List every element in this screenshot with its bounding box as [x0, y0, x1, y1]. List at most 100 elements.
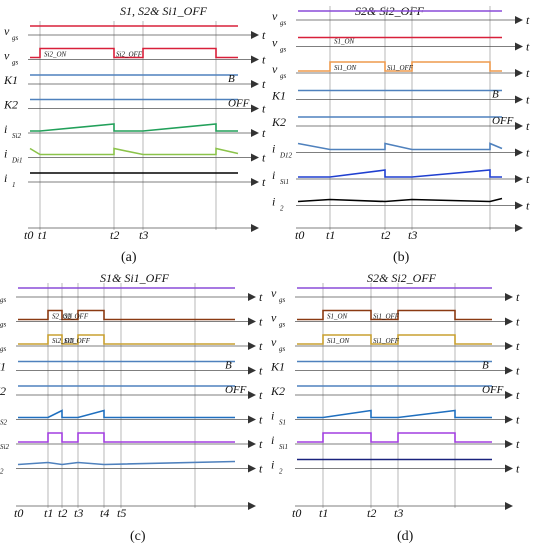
axis-t-label: t	[259, 364, 263, 378]
row-label: v	[271, 335, 277, 349]
row-label: i	[271, 458, 274, 472]
time-label: t2	[367, 506, 376, 520]
panel-a: S1, S2& Si1_OFF (a)	[120, 4, 208, 265]
time-label: t1	[319, 506, 328, 520]
waveform-trace	[18, 409, 235, 419]
axis-t-label: t	[262, 53, 266, 67]
row-label-sub: gs	[279, 321, 286, 329]
waveform-tag: B	[228, 73, 235, 85]
panel-b-caption: (b)	[393, 250, 410, 265]
axis-t-label: t	[526, 119, 530, 133]
time-label: t1	[326, 228, 335, 242]
row-label-sub: gs	[279, 296, 286, 304]
waveform-tag: OFF	[225, 384, 247, 396]
row-label: K1	[270, 360, 285, 374]
row-label: v	[272, 62, 278, 76]
waveform-label: Si1_OFF	[387, 64, 414, 72]
waveform-label: Si1_ON	[334, 64, 357, 72]
row-label-sub: Si2	[0, 443, 9, 451]
axis-t-label: t	[259, 290, 263, 304]
row-label: K1	[271, 89, 286, 103]
panel-a-header: S1, S2& Si1_OFF	[120, 4, 208, 18]
row-label-sub: S2	[0, 419, 8, 427]
row-label-sub: gs	[0, 321, 7, 329]
waveform-trace	[30, 47, 238, 59]
row-label-sub: gs	[280, 19, 287, 27]
waveform-label: S2_ON	[52, 313, 73, 321]
row-label: v	[272, 36, 278, 50]
axis-t-label: t	[526, 199, 530, 213]
time-label: t5	[117, 506, 126, 520]
waveform-trace	[298, 61, 502, 72]
row-label-sub: gs	[280, 46, 287, 54]
waveform-trace	[297, 432, 492, 443]
waveform-trace	[29, 147, 239, 156]
row-label-sub: Si1	[279, 443, 288, 451]
row-label-sub: S1	[279, 419, 286, 427]
row-label-sub: 1	[12, 181, 16, 189]
axis-t-label: t	[262, 126, 266, 140]
waveform-label: S2_OFF	[64, 313, 89, 321]
axis-t-label: t	[516, 413, 520, 427]
waveform-trace	[18, 432, 235, 443]
axis-t-label: t	[516, 315, 520, 329]
axis-t-label: t	[259, 462, 263, 476]
row-label: K2	[270, 384, 285, 398]
panel-c: S1& Si1_OFF (c)	[100, 271, 170, 544]
panel-b: S2& Si2_OFF (b)	[355, 4, 425, 265]
axis-t-label: t	[526, 172, 530, 186]
row-label: K1	[0, 360, 6, 374]
waveform-trace	[18, 334, 235, 345]
row-label-sub: gs	[279, 345, 286, 353]
time-label: t0	[295, 228, 304, 242]
row-label: i	[271, 433, 274, 447]
axis-t-label: t	[526, 93, 530, 107]
row-label: v	[271, 286, 277, 300]
waveform-trace	[298, 169, 502, 178]
time-label: t0	[24, 228, 33, 242]
waveform-trace	[18, 309, 235, 321]
axis-t-label: t	[259, 339, 263, 353]
axis-t-label: t	[516, 388, 520, 402]
waveform-label: S1_ON	[327, 313, 348, 321]
panel-d-caption: (d)	[397, 529, 414, 544]
axis-t-label: t	[259, 413, 263, 427]
row-label-sub: gs	[12, 59, 19, 67]
axis-t-label: t	[526, 13, 530, 27]
row-label-sub: 2	[0, 468, 4, 476]
time-label: t3	[74, 506, 83, 520]
row-label-sub: gs	[12, 34, 19, 42]
waveform-tag: B	[225, 360, 232, 372]
axis-t-label: t	[516, 290, 520, 304]
row-label-sub: Si1	[280, 178, 289, 186]
waveform-tag: OFF	[482, 384, 504, 396]
time-label: t2	[381, 228, 390, 242]
row-label: v	[4, 49, 10, 63]
axis-t-label: t	[516, 364, 520, 378]
row-label-sub: gs	[280, 72, 287, 80]
waveform-trace	[297, 334, 492, 345]
row-label-sub: 2	[280, 205, 284, 213]
row-label: i	[4, 147, 7, 161]
panel-d-header: S2& Si2_OFF	[367, 271, 437, 285]
time-label: t0	[14, 506, 23, 520]
row-label: i	[272, 195, 275, 209]
panel-c-header: S1& Si1_OFF	[100, 271, 170, 285]
row-label-sub: Si2	[12, 132, 21, 140]
waveform-trace	[30, 123, 238, 132]
axis-t-label: t	[262, 102, 266, 116]
waveform-label: Si2_ON	[44, 51, 67, 59]
time-label: t0	[292, 506, 301, 520]
axis-t-label: t	[526, 40, 530, 54]
time-label: t4	[100, 506, 109, 520]
time-label: t2	[110, 228, 119, 242]
row-label-sub: 2	[279, 468, 283, 476]
waveform-label: Si1_OFF	[373, 313, 400, 321]
waveform-trace	[297, 197, 503, 203]
row-label: K2	[271, 115, 286, 129]
waveform-label: Si1_OFF	[373, 337, 400, 345]
waveform-tag: OFF	[492, 115, 514, 127]
time-label: t3	[139, 228, 148, 242]
